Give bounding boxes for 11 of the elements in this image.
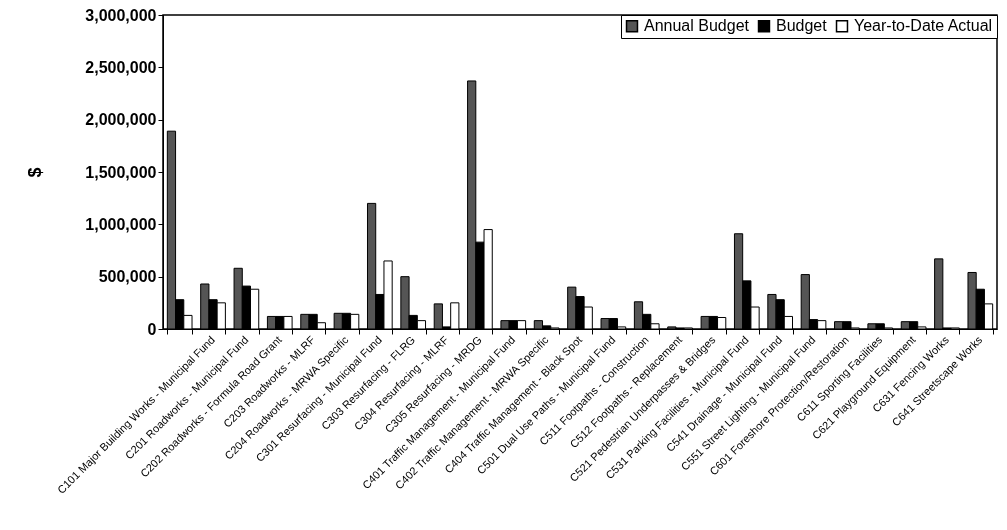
y-tick-label: 3,000,000 (85, 6, 157, 24)
y-tick-label: 2,000,000 (85, 111, 157, 129)
y-tick-label: 500,000 (98, 268, 157, 286)
legend-label: Annual Budget (644, 17, 750, 35)
y-tick-label: 0 (147, 320, 157, 338)
y-axis-title: $ (25, 167, 46, 178)
y-tick-label: 1,500,000 (85, 163, 157, 181)
y-tick-label: 2,500,000 (85, 58, 157, 76)
legend-label: Year-to-Date Actual (854, 17, 993, 35)
y-tick-label: 1,000,000 (85, 215, 157, 233)
legend-label: Budget (776, 17, 828, 35)
